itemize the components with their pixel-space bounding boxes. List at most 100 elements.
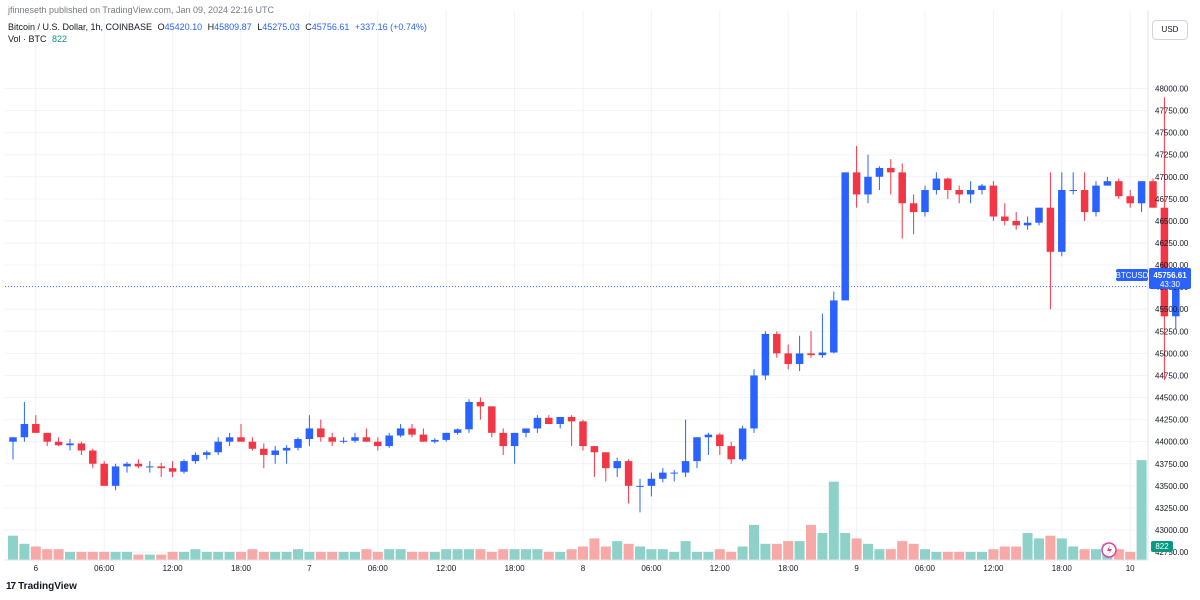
candle-body	[727, 446, 735, 460]
candle-body	[830, 300, 838, 353]
price-tick-label: 44000.00	[1155, 438, 1189, 447]
candle-body	[9, 437, 17, 442]
volume-bar	[509, 549, 520, 560]
last-price-marker: BTCUSD 45756.61 43:30	[1116, 268, 1191, 289]
candle-body	[887, 167, 895, 173]
volume-bar	[1091, 549, 1101, 560]
candle-body	[1058, 190, 1066, 252]
candle-body	[54, 441, 63, 446]
candle-body	[795, 353, 804, 364]
candle-body	[1149, 181, 1157, 208]
volume-bar	[8, 535, 18, 560]
volume-bar	[372, 551, 383, 560]
candle-body	[818, 352, 827, 356]
candle-body	[807, 353, 815, 356]
candle-body	[77, 443, 86, 451]
volume-bar	[1056, 538, 1067, 560]
volume-bar	[737, 546, 748, 560]
candle-body	[1069, 190, 1077, 192]
candle-body	[864, 176, 872, 195]
candle-body	[1137, 181, 1146, 204]
volume-bar	[1079, 549, 1090, 560]
high-value: 45809.87	[214, 22, 252, 32]
candle-body	[750, 375, 758, 429]
volume-bar	[293, 549, 303, 560]
price-tick-label: 42750.00	[1155, 548, 1189, 557]
volume-label[interactable]: Vol · BTC	[8, 34, 47, 44]
candle-body	[260, 448, 268, 455]
volume-bar	[418, 551, 429, 560]
candle-body	[875, 167, 884, 177]
candle-body	[442, 432, 450, 440]
time-tick-label: 18:00	[505, 564, 526, 573]
volume-bar	[236, 551, 246, 560]
candle-body	[453, 429, 462, 433]
tv-logo-icon: 17	[6, 581, 16, 592]
volume-bar	[828, 481, 839, 560]
time-axis[interactable]: 6 06:00 12:00 18:00 7 06:00 12:00 18:00 8 06:00 12…	[34, 564, 1136, 573]
low-label: L	[257, 22, 263, 32]
price-axis[interactable]: 42750.00 43000.00 43250.00 43500.00 43750.00…	[1155, 84, 1189, 557]
volume-bar	[543, 551, 554, 560]
volume-bar	[213, 551, 224, 560]
last-price-tag	[1149, 268, 1191, 289]
volume-bar	[1113, 549, 1124, 560]
candle-body	[168, 468, 177, 472]
volume-bar	[53, 549, 64, 560]
candle-body	[146, 466, 154, 468]
symbol-tag-label: BTCUSD	[1116, 271, 1149, 280]
volume-bar	[156, 554, 167, 560]
time-tick-label: 06:00	[915, 564, 936, 573]
volume-bar	[965, 551, 976, 560]
volume-bar	[977, 551, 987, 560]
time-tick-label: 06:00	[368, 564, 389, 573]
price-tick-label: 46250.00	[1155, 239, 1189, 248]
candle-body	[1023, 222, 1032, 226]
time-tick-label: 12:00	[436, 564, 457, 573]
candle-body	[636, 485, 644, 487]
volume-bar	[794, 541, 805, 560]
candle-body	[66, 443, 74, 446]
candle-body	[225, 437, 234, 442]
candle-body	[499, 432, 507, 447]
candle-body	[191, 454, 200, 462]
price-tick-label: 47000.00	[1155, 173, 1189, 182]
last-price-value: 45756.61	[1153, 271, 1187, 280]
chart-grid	[5, 10, 1148, 560]
volume-bar	[87, 551, 98, 560]
candle-body	[1160, 207, 1169, 317]
candle-body	[761, 333, 770, 376]
volume-bar	[1034, 538, 1044, 560]
volume-value: 822	[52, 34, 68, 44]
candle-body	[647, 478, 656, 486]
lightning-icon[interactable]	[1101, 542, 1117, 558]
volume-bar	[122, 551, 132, 560]
price-tick-label: 43250.00	[1155, 504, 1189, 513]
tradingview-logo[interactable]: 17 TradingView	[6, 581, 77, 592]
candle-body	[134, 463, 143, 467]
price-tick-label: 43000.00	[1155, 526, 1189, 535]
candle-body	[431, 439, 439, 442]
symbol-tag	[1116, 269, 1148, 281]
currency-button[interactable]: USD	[1152, 20, 1188, 40]
volume-bar	[623, 543, 634, 560]
time-tick-label: 6	[34, 564, 39, 573]
volume-bar	[407, 551, 417, 560]
candle-body	[989, 185, 998, 217]
volume-bar	[897, 541, 908, 560]
candle-body	[978, 185, 986, 191]
volume-bar	[885, 549, 896, 560]
candle-body	[1080, 190, 1089, 213]
symbol-title[interactable]: Bitcoin / U.S. Dollar, 1h, COINBASE	[8, 22, 153, 32]
candle-body	[909, 203, 918, 213]
volume-bar	[657, 549, 668, 560]
volume-last-marker: 822	[1151, 541, 1173, 552]
volume-bar	[167, 551, 178, 560]
volume-bar	[270, 551, 281, 560]
volume-bar	[1125, 551, 1136, 560]
volume-bar	[315, 551, 326, 560]
candle-body	[1046, 207, 1055, 252]
candle-body	[693, 437, 701, 462]
price-tick-label: 46500.00	[1155, 217, 1189, 226]
